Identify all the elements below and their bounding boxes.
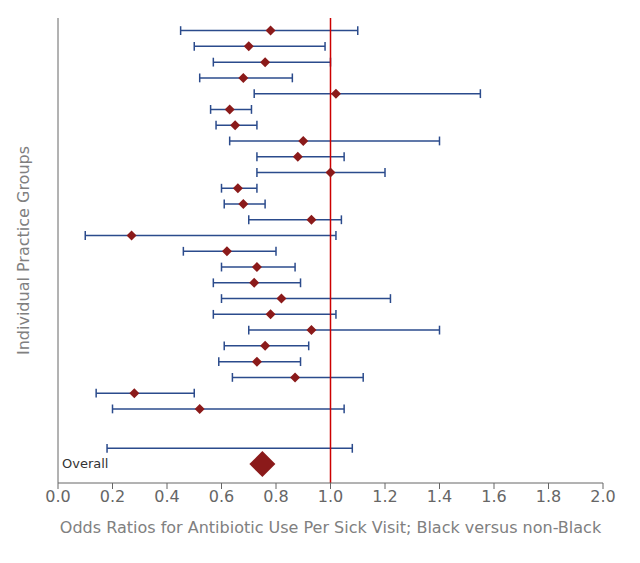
- svg-text:Individual Practice Groups: Individual Practice Groups: [14, 146, 33, 355]
- svg-text:0.4: 0.4: [154, 487, 179, 506]
- svg-text:0.8: 0.8: [263, 487, 288, 506]
- svg-text:1.0: 1.0: [318, 487, 343, 506]
- svg-text:0.0: 0.0: [45, 487, 70, 506]
- svg-text:1.8: 1.8: [536, 487, 561, 506]
- svg-text:1.2: 1.2: [372, 487, 397, 506]
- svg-text:0.2: 0.2: [100, 487, 125, 506]
- svg-text:2.0: 2.0: [590, 487, 615, 506]
- svg-text:Odds Ratios for Antibiotic Use: Odds Ratios for Antibiotic Use Per Sick …: [60, 518, 602, 537]
- svg-text:0.6: 0.6: [209, 487, 234, 506]
- svg-text:1.4: 1.4: [427, 487, 452, 506]
- svg-text:1.6: 1.6: [481, 487, 506, 506]
- svg-text:Overall: Overall: [62, 456, 108, 471]
